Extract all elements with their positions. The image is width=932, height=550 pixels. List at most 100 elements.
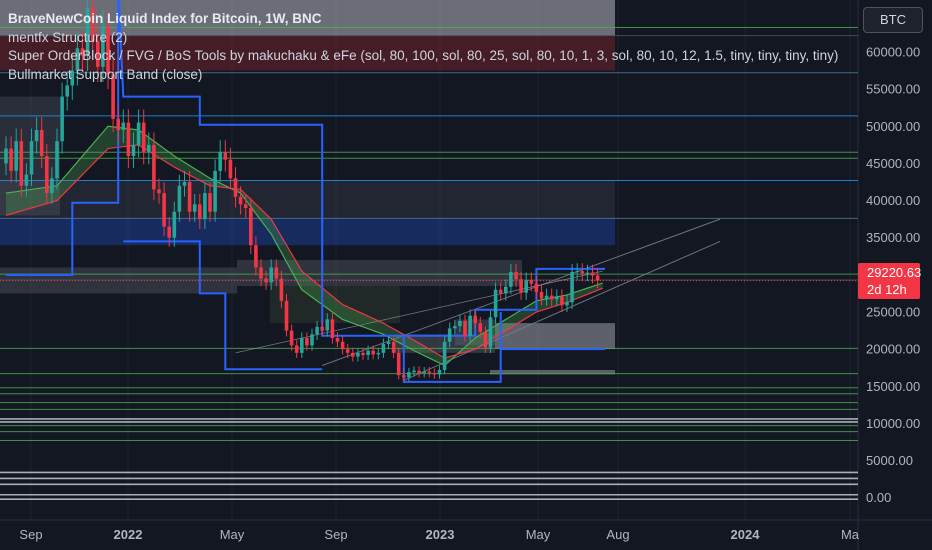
y-tick-label: 50000.00 xyxy=(866,119,920,134)
candle xyxy=(549,295,554,300)
structure-line-lower xyxy=(123,240,323,371)
candle xyxy=(345,349,350,353)
candle xyxy=(310,334,314,346)
candle xyxy=(371,350,375,355)
candle xyxy=(483,332,488,348)
candle xyxy=(529,280,534,284)
legend-indicator-orderblock[interactable]: Super OrderBlock / FVG / BoS Tools by ma… xyxy=(8,48,839,63)
candle xyxy=(366,350,370,356)
last-price-tag: 29220.63 2d 12h xyxy=(858,263,922,299)
candle xyxy=(488,317,493,348)
legend-indicator-bull-band[interactable]: Bullmarket Support Band (close) xyxy=(8,66,203,82)
candle xyxy=(121,122,126,130)
candle xyxy=(294,345,299,353)
order-block-zone xyxy=(495,323,615,350)
candle xyxy=(524,280,528,293)
candle xyxy=(407,372,411,378)
candle xyxy=(289,330,294,346)
last-price-value: 29220.63 xyxy=(867,265,922,280)
candle xyxy=(172,211,177,238)
candle xyxy=(29,141,34,175)
candle xyxy=(167,226,171,238)
y-tick-label: 55000.00 xyxy=(866,82,920,97)
candle xyxy=(585,272,590,274)
candle xyxy=(437,369,442,375)
legend-title[interactable]: BraveNewCoin Liquid Index for Bitcoin, 1… xyxy=(8,11,322,26)
candle xyxy=(85,7,90,56)
candle xyxy=(509,271,513,287)
candle xyxy=(315,326,319,335)
candle xyxy=(458,320,462,327)
candle xyxy=(427,371,432,373)
candle xyxy=(325,319,330,331)
candle xyxy=(75,48,80,71)
bull-band-lower-line xyxy=(5,144,603,359)
order-block-zone xyxy=(0,180,615,219)
candle xyxy=(473,315,477,324)
candle xyxy=(34,130,39,142)
bull-band-upper-line xyxy=(5,125,603,367)
symbol-selector[interactable]: BTC xyxy=(863,7,923,33)
candle xyxy=(498,289,503,294)
bar-countdown: 2d 12h xyxy=(867,282,907,297)
candle xyxy=(238,196,243,205)
candle xyxy=(565,302,569,306)
candle xyxy=(187,182,192,212)
candle xyxy=(70,70,75,86)
candle xyxy=(19,141,24,186)
candle xyxy=(453,326,457,329)
candle xyxy=(4,148,8,164)
candle xyxy=(356,352,360,357)
candle xyxy=(223,152,228,160)
y-tick-label: 15000.00 xyxy=(866,379,920,394)
order-block-zone xyxy=(237,260,522,286)
candle xyxy=(391,341,396,353)
candle xyxy=(570,271,574,303)
order-block-zone xyxy=(0,218,615,246)
candle xyxy=(90,7,95,41)
candle xyxy=(595,275,600,281)
candle xyxy=(493,289,498,318)
candle xyxy=(381,343,386,353)
candle xyxy=(116,118,120,130)
candle xyxy=(80,48,85,56)
candle xyxy=(279,278,284,301)
candle xyxy=(55,141,59,179)
candle xyxy=(24,174,29,186)
candle xyxy=(504,286,508,294)
candle xyxy=(300,338,304,353)
candle xyxy=(412,370,416,373)
candle xyxy=(203,193,207,220)
candle xyxy=(233,178,238,197)
chart-legend: BraveNewCoin Liquid Index for Bitcoin, 1… xyxy=(8,10,838,84)
legend-indicator-structure[interactable]: mentfx Structure (2) xyxy=(8,29,128,45)
y-tick-label: 5000.00 xyxy=(866,453,913,468)
candle xyxy=(152,144,156,190)
candle xyxy=(396,352,401,376)
candle xyxy=(284,300,289,331)
candle xyxy=(330,319,335,338)
candle xyxy=(218,152,222,171)
candle xyxy=(386,341,391,344)
candle xyxy=(340,341,345,350)
candle xyxy=(305,338,309,346)
y-tick-label: 45000.00 xyxy=(866,156,920,171)
y-tick-label: 60000.00 xyxy=(866,45,920,60)
candle xyxy=(590,272,595,276)
candle xyxy=(560,296,564,306)
candle xyxy=(228,159,233,179)
x-tick-label: Aug xyxy=(606,527,629,542)
candle xyxy=(182,182,187,186)
candle xyxy=(147,144,151,153)
candle xyxy=(544,295,549,299)
candle xyxy=(259,267,263,279)
candle xyxy=(126,122,131,156)
candle xyxy=(9,148,13,171)
x-tick-label: 2024 xyxy=(731,527,761,542)
candle xyxy=(514,271,518,280)
candle xyxy=(60,96,64,142)
y-tick-label: 40000.00 xyxy=(866,193,920,208)
candle xyxy=(376,352,381,355)
candle xyxy=(478,323,483,333)
